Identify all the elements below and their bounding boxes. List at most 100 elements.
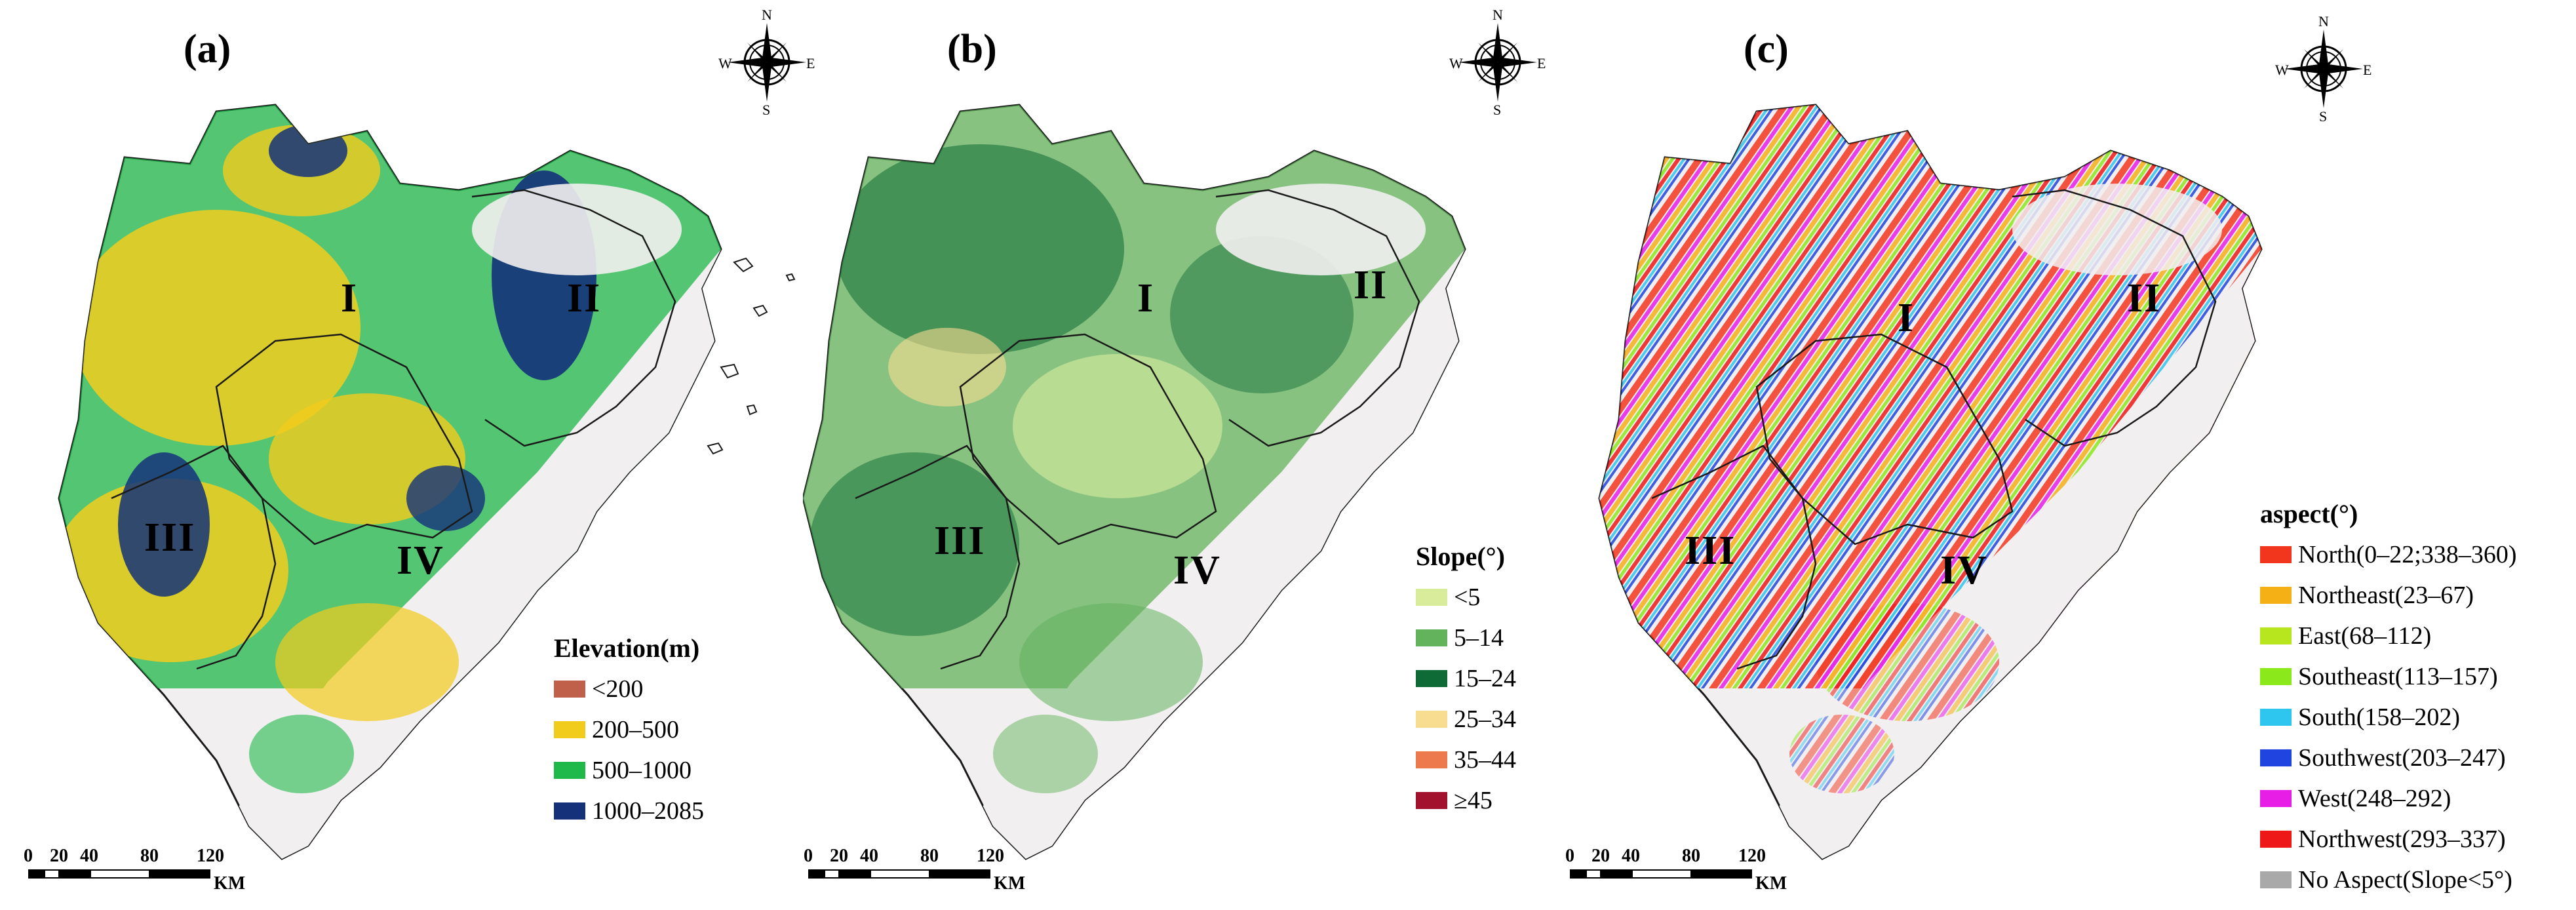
scale-segment [60, 869, 90, 879]
legend-label: North(0–22;338–360) [2298, 541, 2517, 568]
scale-segment [1586, 869, 1601, 879]
legend-label: ≥45 [1454, 787, 1493, 814]
legend-label: Northeast(23–67) [2298, 582, 2474, 609]
legend-swatch [554, 721, 585, 738]
scale-tick: 20 [50, 846, 68, 866]
legend-item: 25–34 [1416, 699, 1516, 740]
compass-n-label: N [762, 7, 772, 23]
legend-label: 35–44 [1454, 746, 1516, 774]
scale-segment [1570, 869, 1586, 879]
compass-w-label: W [1449, 55, 1463, 71]
legend-item: Southwest(203–247) [2260, 738, 2517, 778]
region-label-iv: IV [397, 538, 444, 583]
region-label-i: I [1137, 276, 1155, 321]
legend-item: Southeast(113–157) [2260, 656, 2517, 697]
region-label-iii: III [144, 515, 196, 560]
scale-segment [824, 869, 840, 879]
compass-s-label: S [1493, 102, 1502, 118]
north-arrow: N S W E [1449, 7, 1546, 118]
scale-tick: 40 [1622, 846, 1640, 866]
scale-tick: 0 [24, 846, 33, 866]
compass-rose-icon [1458, 23, 1537, 102]
legend-swatch [2260, 749, 2292, 766]
legend-swatch [1416, 589, 1447, 606]
legend-item: Northeast(23–67) [2260, 575, 2517, 616]
legend: aspect(°) North(0–22;338–360) Northeast(… [2260, 498, 2517, 900]
legend-item: <5 [1416, 577, 1516, 618]
scale-tick: 20 [830, 846, 848, 866]
legend-swatch [2260, 790, 2292, 807]
legend-label: East(68–112) [2298, 622, 2432, 650]
compass-w-label: W [2275, 62, 2289, 78]
scale-bar: 0 20 40 80 120 KM [804, 846, 1025, 898]
compass-n-label: N [1493, 7, 1503, 23]
panel-c: (c) I II III IV N S W E aspect(°) North(… [1565, 0, 2576, 910]
scale-unit: KM [994, 873, 1026, 894]
compass-rose-icon [728, 23, 806, 102]
region-label-ii: II [1354, 263, 1388, 307]
legend-item: Northwest(293–337) [2260, 819, 2517, 860]
compass-rose-icon [2284, 30, 2363, 108]
scale-tick: 120 [977, 846, 1004, 866]
scale-segment [808, 869, 824, 879]
compass-w-label: W [718, 55, 732, 71]
legend-title: Slope(°) [1416, 542, 1505, 571]
region-label-iv: IV [1940, 548, 1988, 593]
legend-label: 5–14 [1454, 624, 1504, 652]
legend-label: <5 [1454, 584, 1481, 611]
map-slope [803, 104, 1466, 860]
legend-swatch [2260, 587, 2292, 604]
legend-swatch [2260, 627, 2292, 644]
legend-item: ≥45 [1416, 780, 1516, 821]
legend-item: South(158–202) [2260, 697, 2517, 738]
legend-item: West(248–292) [2260, 778, 2517, 819]
scale-tick: 80 [140, 846, 159, 866]
legend-label: 200–500 [592, 716, 679, 743]
legend-swatch [2260, 831, 2292, 848]
legend-title: aspect(°) [2260, 499, 2358, 528]
legend-swatch [1416, 670, 1447, 687]
scale-tick: 0 [1565, 846, 1574, 866]
legend-label: 25–34 [1454, 705, 1516, 733]
region-label-iv: IV [1173, 548, 1221, 593]
legend-label: <200 [592, 675, 644, 703]
scale-segment [930, 869, 990, 879]
legend-swatch [1416, 751, 1447, 768]
scale-segment [90, 869, 150, 879]
legend-item: 5–14 [1416, 618, 1516, 658]
scale-segment [150, 869, 210, 879]
compass-n-label: N [2318, 13, 2329, 30]
scale-unit: KM [1755, 873, 1787, 894]
legend-swatch [2260, 668, 2292, 685]
scale-segment [1601, 869, 1631, 879]
legend-swatch [1416, 629, 1447, 646]
panel-letter: (c) [1744, 27, 1789, 71]
scale-bar: 0 20 40 80 120 KM [1565, 846, 1787, 898]
legend-label: 500–1000 [592, 757, 692, 784]
legend-swatch [2260, 546, 2292, 563]
scale-segment [1692, 869, 1752, 879]
scale-tick: 0 [804, 846, 813, 866]
legend-swatch [1416, 711, 1447, 728]
legend-label: 15–24 [1454, 665, 1516, 692]
legend-item: 200–500 [554, 709, 704, 750]
map-aspect [1598, 104, 2263, 860]
panel-letter: (b) [947, 27, 997, 71]
legend-label: West(248–292) [2298, 785, 2451, 812]
legend-label: Northwest(293–337) [2298, 825, 2506, 853]
legend-swatch [2260, 871, 2292, 888]
legend-item: 500–1000 [554, 750, 704, 791]
panel-a: (a) I II III IV N S W E Elevation(m) <20… [0, 0, 832, 910]
scale-tick: 80 [920, 846, 939, 866]
panel-letter: (a) [184, 27, 231, 71]
scale-tick: 40 [80, 846, 98, 866]
legend-swatch [554, 802, 585, 820]
legend-item: <200 [554, 669, 704, 709]
scale-unit: KM [214, 873, 246, 894]
legend-item: North(0–22;338–360) [2260, 534, 2517, 575]
scale-tick: 120 [197, 846, 224, 866]
scale-tick: 20 [1591, 846, 1610, 866]
legend-label: South(158–202) [2298, 703, 2460, 731]
scale-tick: 120 [1738, 846, 1766, 866]
scale-segment [1631, 869, 1692, 879]
